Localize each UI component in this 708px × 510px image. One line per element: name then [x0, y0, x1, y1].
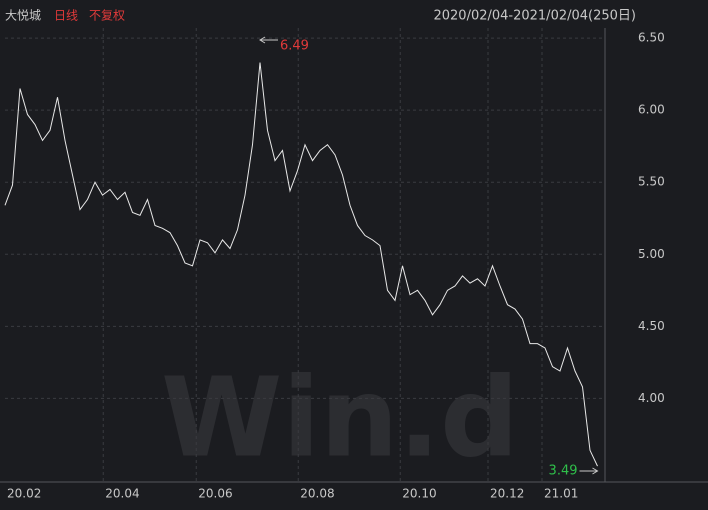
x-tick-label: 20.10: [402, 487, 436, 501]
x-tick-label: 21.01: [544, 487, 578, 501]
watermark: Win.d: [161, 353, 519, 481]
max-arrow: [259, 36, 278, 44]
y-tick-label: 4.50: [638, 319, 665, 333]
x-tick-label: 20.02: [7, 487, 41, 501]
min-arrow: [579, 467, 599, 475]
date-range: 2020/02/04-2021/02/04(250日): [433, 9, 636, 24]
x-tick-label: 20.04: [105, 487, 139, 501]
y-tick-label: 4.00: [638, 391, 665, 405]
stock-name: 大悦城: [5, 9, 41, 23]
x-tick-label: 20.08: [300, 487, 334, 501]
y-tick-label: 6.00: [638, 103, 665, 117]
y-tick-label: 6.50: [638, 31, 665, 45]
y-tick-label: 5.50: [638, 175, 665, 189]
min-label: 3.49: [549, 464, 578, 479]
x-tick-label: 20.06: [198, 487, 232, 501]
adjust: 不复权: [89, 9, 125, 23]
price-line: [4, 62, 598, 467]
x-tick-label: 20.12: [490, 487, 524, 501]
y-tick-label: 5.00: [638, 247, 665, 261]
max-label: 6.49: [280, 39, 309, 54]
period: 日线: [54, 9, 78, 23]
